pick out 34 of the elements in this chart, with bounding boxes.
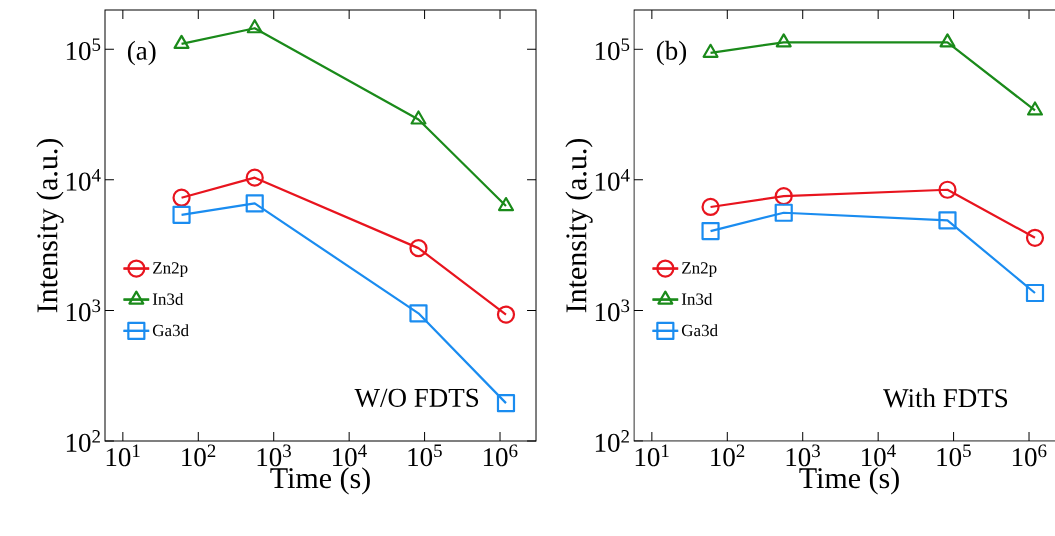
- legend-label: Ga3d: [152, 324, 189, 337]
- annotation: W/O FDTS: [354, 388, 479, 408]
- y-tick-label: 10$^{3}$: [595, 299, 630, 322]
- y-tick-label: 10$^{2}$: [66, 430, 100, 452]
- x-tick-label: 10$^{1}$: [635, 444, 669, 467]
- x-axis-title: Time (s): [799, 467, 899, 495]
- x-tick-label: 10$^{5}$: [408, 444, 442, 467]
- x-tick-label: 10$^{1}$: [106, 444, 140, 467]
- legend-label: In3d: [681, 292, 713, 305]
- y-tick-label: 10$^{5}$: [66, 38, 101, 61]
- y-tick-label: 10$^{4}$: [595, 169, 630, 191]
- x-tick-label: 10$^{6}$: [1012, 444, 1047, 467]
- x-tick-label: 10$^{4}$: [862, 444, 896, 467]
- y-axis-title: Intensity (a.u.): [565, 138, 593, 313]
- y-axis-title: Intensity (a.u.): [36, 138, 64, 313]
- x-axis-title: Time (s): [270, 467, 370, 495]
- legend-label: Zn2p: [153, 262, 188, 278]
- x-tick-label: 10$^{2}$: [711, 444, 745, 467]
- x-tick-label: 10$^{2}$: [182, 444, 216, 467]
- legend-label: Zn2p: [682, 262, 717, 278]
- y-tick-label: 10$^{4}$: [66, 169, 101, 191]
- annotation: With FDTS: [883, 388, 1008, 408]
- x-tick-label: 10$^{3}$: [257, 444, 291, 467]
- x-tick-label: 10$^{5}$: [937, 444, 971, 467]
- annotation: (b): [656, 40, 687, 66]
- x-tick-label: 10$^{3}$: [786, 444, 820, 467]
- y-tick-label: 10$^{3}$: [66, 299, 101, 322]
- x-tick-label: 10$^{4}$: [333, 444, 367, 467]
- annotation: (a): [127, 40, 156, 66]
- y-tick-label: 10$^{2}$: [595, 430, 629, 452]
- legend-label: In3d: [152, 292, 184, 305]
- legend-label: Ga3d: [681, 324, 718, 337]
- x-tick-label: 10$^{6}$: [483, 444, 518, 467]
- y-tick-label: 10$^{5}$: [595, 38, 630, 61]
